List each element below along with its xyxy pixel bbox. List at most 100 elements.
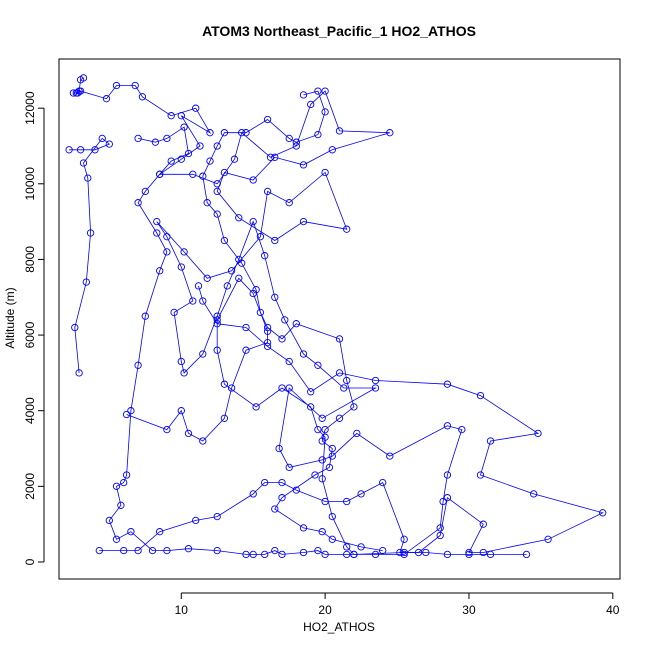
- data-point-5-10: [213, 142, 221, 150]
- data-point-1-75: [443, 471, 452, 479]
- data-point-5-12: [199, 172, 207, 180]
- data-point-3-28: [249, 550, 257, 559]
- data-point-1-25: [307, 100, 315, 109]
- data-point-1-43: [227, 267, 236, 275]
- data-point-3-37: [400, 548, 408, 557]
- data-point-2-5: [98, 134, 106, 143]
- data-point-3-41: [486, 550, 495, 559]
- data-point-1-22: [238, 129, 246, 137]
- data-point-5-35: [328, 535, 336, 543]
- data-point-5-22: [335, 335, 344, 343]
- data-point-3-19: [117, 501, 125, 509]
- data-point-1-64: [371, 384, 380, 392]
- data-point-4-15: [400, 535, 408, 543]
- data-point-1-8: [102, 95, 111, 103]
- data-point-5-5: [292, 138, 300, 146]
- data-point-1-13: [192, 104, 200, 112]
- data-point-1-71: [353, 429, 361, 438]
- data-point-1-57: [249, 217, 257, 226]
- y-axis-label: Altitude (m): [3, 287, 17, 348]
- data-point-1-38: [343, 225, 351, 233]
- data-point-1-90: [213, 346, 221, 354]
- data-point-1-12: [167, 112, 175, 120]
- data-point-1-103: [122, 410, 131, 419]
- data-point-4-33: [307, 388, 315, 396]
- data-point-3-18: [112, 482, 121, 490]
- data-point-5-14: [213, 210, 221, 218]
- data-point-1-15: [177, 112, 185, 120]
- data-point-5-8: [242, 129, 250, 137]
- data-point-3-16: [122, 471, 131, 479]
- data-point-1-61: [299, 350, 308, 358]
- data-point-3-25: [184, 545, 193, 553]
- data-point-1-77: [436, 524, 444, 532]
- points-layer: [65, 74, 607, 559]
- data-point-3-26: [213, 546, 221, 555]
- data-point-1-32: [249, 176, 257, 184]
- series-line-2: [69, 137, 111, 373]
- data-point-5-15: [220, 236, 229, 245]
- data-point-5-30: [311, 471, 319, 479]
- data-point-3-27: [242, 550, 250, 559]
- data-point-1-66: [285, 384, 293, 392]
- data-point-1-20: [213, 180, 221, 188]
- data-point-5-25: [335, 414, 344, 422]
- data-point-1-21: [230, 155, 239, 163]
- data-point-1-85: [314, 425, 322, 434]
- data-point-3-10: [153, 229, 161, 237]
- data-point-1-37: [299, 217, 308, 226]
- data-point-3-23: [148, 546, 157, 555]
- data-point-5-36: [357, 543, 365, 551]
- series-line-4: [99, 285, 604, 553]
- data-point-5-18: [256, 308, 265, 317]
- x-tick-label: 20: [318, 603, 332, 617]
- data-point-4-2: [120, 546, 128, 555]
- data-point-3-21: [112, 535, 121, 543]
- data-point-1-10: [131, 81, 139, 90]
- data-point-3-32: [299, 548, 308, 557]
- chart-title: ATOM3 Northeast_Pacific_1 HO2_ATHOS: [202, 23, 476, 39]
- data-point-4-14: [379, 478, 387, 487]
- data-point-3-5: [184, 149, 193, 158]
- data-point-4-30: [443, 380, 452, 388]
- data-point-1-72: [386, 452, 394, 460]
- data-point-5-37: [379, 546, 387, 555]
- data-point-3-13: [141, 312, 149, 320]
- data-point-5-1: [299, 91, 308, 99]
- data-point-4-29: [476, 391, 485, 400]
- data-point-3-39: [443, 550, 452, 559]
- y-tick-label: 6000: [23, 321, 37, 348]
- series-layer: [69, 77, 604, 555]
- data-point-5-11: [206, 157, 214, 165]
- data-point-1-97: [227, 384, 236, 392]
- data-point-4-4: [156, 528, 164, 536]
- data-point-1-79: [371, 550, 380, 559]
- data-point-3-20: [105, 516, 113, 525]
- data-point-1-78: [400, 550, 408, 559]
- data-point-4-22: [479, 548, 487, 557]
- data-point-1-67: [275, 444, 283, 453]
- series-line-3: [108, 126, 527, 555]
- data-point-3-9: [134, 199, 142, 207]
- data-point-1-29: [328, 146, 336, 154]
- data-point-1-81: [343, 543, 351, 551]
- x-axis-label: HO2_ATHOS: [303, 620, 375, 634]
- x-tick-label: 40: [606, 603, 620, 617]
- data-point-4-9: [278, 478, 286, 487]
- data-point-5-13: [203, 199, 211, 207]
- data-point-1-50: [170, 308, 178, 317]
- data-point-3-15: [127, 407, 135, 415]
- data-point-4-7: [249, 490, 257, 498]
- data-point-1-70: [328, 452, 336, 460]
- data-point-1-98: [220, 414, 229, 422]
- data-point-1-54: [213, 312, 221, 320]
- data-point-3-33: [314, 546, 322, 555]
- plot-frame: [58, 58, 621, 580]
- data-point-1-83: [318, 475, 326, 483]
- data-point-2-11: [75, 369, 83, 377]
- data-point-5-29: [325, 463, 334, 472]
- y-tick-label: 8000: [23, 246, 37, 273]
- data-point-3-3: [163, 134, 171, 143]
- data-point-1-100: [184, 429, 193, 438]
